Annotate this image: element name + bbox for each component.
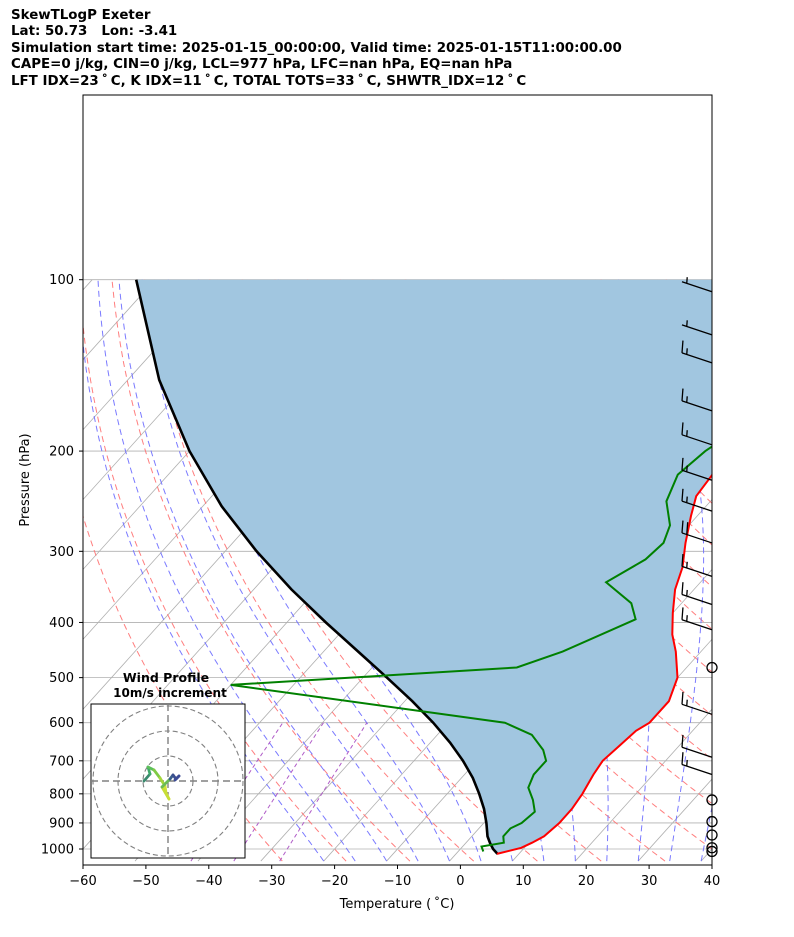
index-line: LFT IDX=23 ˚ C, K IDX=11 ˚ C, TOTAL TOTS… bbox=[11, 73, 527, 89]
wind-barb-staff bbox=[681, 593, 713, 606]
parcel-path-line bbox=[134, 279, 499, 855]
x-axis-ticks: −60 −50 −40 −30 −20 −10 0 10 20 30 40 bbox=[69, 865, 720, 889]
wind-barb-flag bbox=[681, 734, 684, 748]
mixing-ratio-line bbox=[233, 722, 324, 862]
temperature-line bbox=[496, 473, 712, 855]
wind-barbs bbox=[681, 277, 718, 858]
calm-wind-circle bbox=[706, 815, 718, 828]
y-axis-ticks: 100 200 300 400 500 600 700 800 900 1000 bbox=[41, 273, 83, 858]
y-tick-label: 100 bbox=[49, 273, 74, 288]
x-tick-label: −20 bbox=[321, 874, 348, 889]
moist-adiabat-line bbox=[97, 279, 356, 862]
calm-wind-circle bbox=[706, 829, 718, 841]
wind-barb-staff bbox=[681, 565, 713, 578]
hodograph-trace-segment bbox=[173, 774, 181, 782]
cape-area bbox=[136, 279, 712, 854]
cape-shading bbox=[136, 279, 712, 854]
sounding-profiles bbox=[134, 279, 712, 855]
wind-barb-flag bbox=[686, 522, 689, 535]
hodograph-title: Wind Profile bbox=[123, 670, 209, 685]
y-tick-label: 400 bbox=[49, 616, 74, 631]
wind-barb-staff bbox=[681, 324, 713, 336]
dry-adiabat-line bbox=[764, 280, 794, 861]
wind-barb-staff bbox=[681, 532, 713, 544]
moist-adiabat-line bbox=[118, 279, 388, 862]
wind-barb-staff bbox=[681, 746, 713, 758]
hodograph-trace-segment bbox=[160, 785, 171, 801]
isotherm-line bbox=[575, 708, 712, 862]
wind-barb-flag bbox=[681, 488, 684, 502]
y-tick-label: 300 bbox=[49, 545, 74, 560]
x-tick-label: −10 bbox=[384, 874, 411, 889]
x-tick-label: −60 bbox=[69, 874, 96, 889]
x-tick-label: 40 bbox=[704, 874, 721, 889]
calm-wind-circle bbox=[706, 845, 718, 858]
wind-barb-staff bbox=[681, 500, 713, 512]
hodograph-inset: Wind Profile 10m/s increment bbox=[90, 670, 246, 859]
chart-header: SkewTLogP Exeter Lat: 50.73 Lon: -3.41 S… bbox=[11, 8, 622, 90]
wind-barb-flag bbox=[681, 554, 684, 567]
wind-barb-flag bbox=[681, 520, 684, 533]
isotherm-line bbox=[700, 848, 712, 862]
location-line: Lat: 50.73 Lon: -3.41 bbox=[11, 24, 178, 40]
wind-barb-staff bbox=[681, 763, 713, 776]
x-tick-label: 10 bbox=[515, 874, 532, 889]
x-tick-label: 20 bbox=[578, 874, 595, 889]
cape-line: CAPE=0 j/kg, CIN=0 j/kg, LCL=977 hPa, LF… bbox=[11, 57, 513, 73]
x-tick-label: −40 bbox=[195, 874, 222, 889]
calm-wind-circle bbox=[706, 842, 718, 854]
dry-adiabat-line bbox=[241, 279, 666, 862]
wind-barb-staff bbox=[681, 434, 713, 446]
hodograph-subtitle: 10m/s increment bbox=[113, 686, 227, 700]
wind-barb-flag bbox=[681, 752, 684, 765]
x-tick-label: 30 bbox=[641, 874, 658, 889]
x-tick-label: 0 bbox=[456, 874, 464, 889]
calm-wind-circle bbox=[706, 794, 718, 806]
y-axis-label: Pressure (hPa) bbox=[18, 433, 33, 526]
y-tick-label: 900 bbox=[49, 816, 74, 831]
moist-adiabat-line bbox=[617, 279, 705, 862]
wind-barb-staff bbox=[681, 281, 713, 293]
wind-barb-flag bbox=[681, 340, 684, 353]
y-tick-label: 700 bbox=[49, 754, 74, 769]
y-tick-label: 600 bbox=[49, 716, 74, 731]
isotherm-line bbox=[83, 279, 93, 291]
dewpoint-line bbox=[230, 445, 712, 852]
mixing-ratio-line bbox=[279, 722, 368, 862]
dry-adiabat-line bbox=[83, 514, 283, 862]
dry-adiabat-line bbox=[698, 279, 712, 298]
wind-barb-staff bbox=[681, 619, 713, 631]
x-axis-label: Temperature ( ˚C) bbox=[339, 896, 455, 912]
y-tick-label: 500 bbox=[49, 671, 74, 686]
x-tick-label: −50 bbox=[132, 874, 159, 889]
dry-adiabat-line bbox=[731, 280, 794, 861]
wind-barb-flag bbox=[681, 607, 684, 620]
calm-wind-circle bbox=[706, 661, 718, 674]
isotherm-line bbox=[83, 279, 219, 431]
chart-title: SkewTLogP Exeter bbox=[11, 8, 151, 23]
moist-adiabat-line bbox=[167, 279, 450, 862]
hodograph-trace-segment bbox=[152, 768, 162, 780]
time-line: Simulation start time: 2025-01-15_00:00:… bbox=[11, 40, 622, 56]
dry-adiabat-line bbox=[144, 279, 475, 862]
wind-barb-staff bbox=[681, 469, 713, 481]
y-tick-label: 1000 bbox=[41, 843, 74, 858]
isotherm-line bbox=[0, 280, 29, 861]
wind-barb-flag bbox=[681, 422, 684, 435]
wind-barb-flag bbox=[681, 457, 684, 471]
hodograph-trace-segment bbox=[160, 777, 172, 789]
hodograph-trace-segment bbox=[142, 772, 152, 783]
wind-barb-staff bbox=[681, 400, 713, 412]
wind-barb-flag bbox=[681, 691, 684, 705]
x-tick-label: −30 bbox=[258, 874, 285, 889]
wind-barb-flag bbox=[681, 388, 684, 401]
wind-barb-staff bbox=[681, 703, 713, 715]
moist-adiabat-line bbox=[700, 804, 712, 862]
wind-barb-staff bbox=[681, 352, 713, 364]
y-tick-label: 800 bbox=[49, 787, 74, 802]
wind-barb-flag bbox=[681, 582, 684, 595]
y-tick-label: 200 bbox=[49, 445, 74, 460]
